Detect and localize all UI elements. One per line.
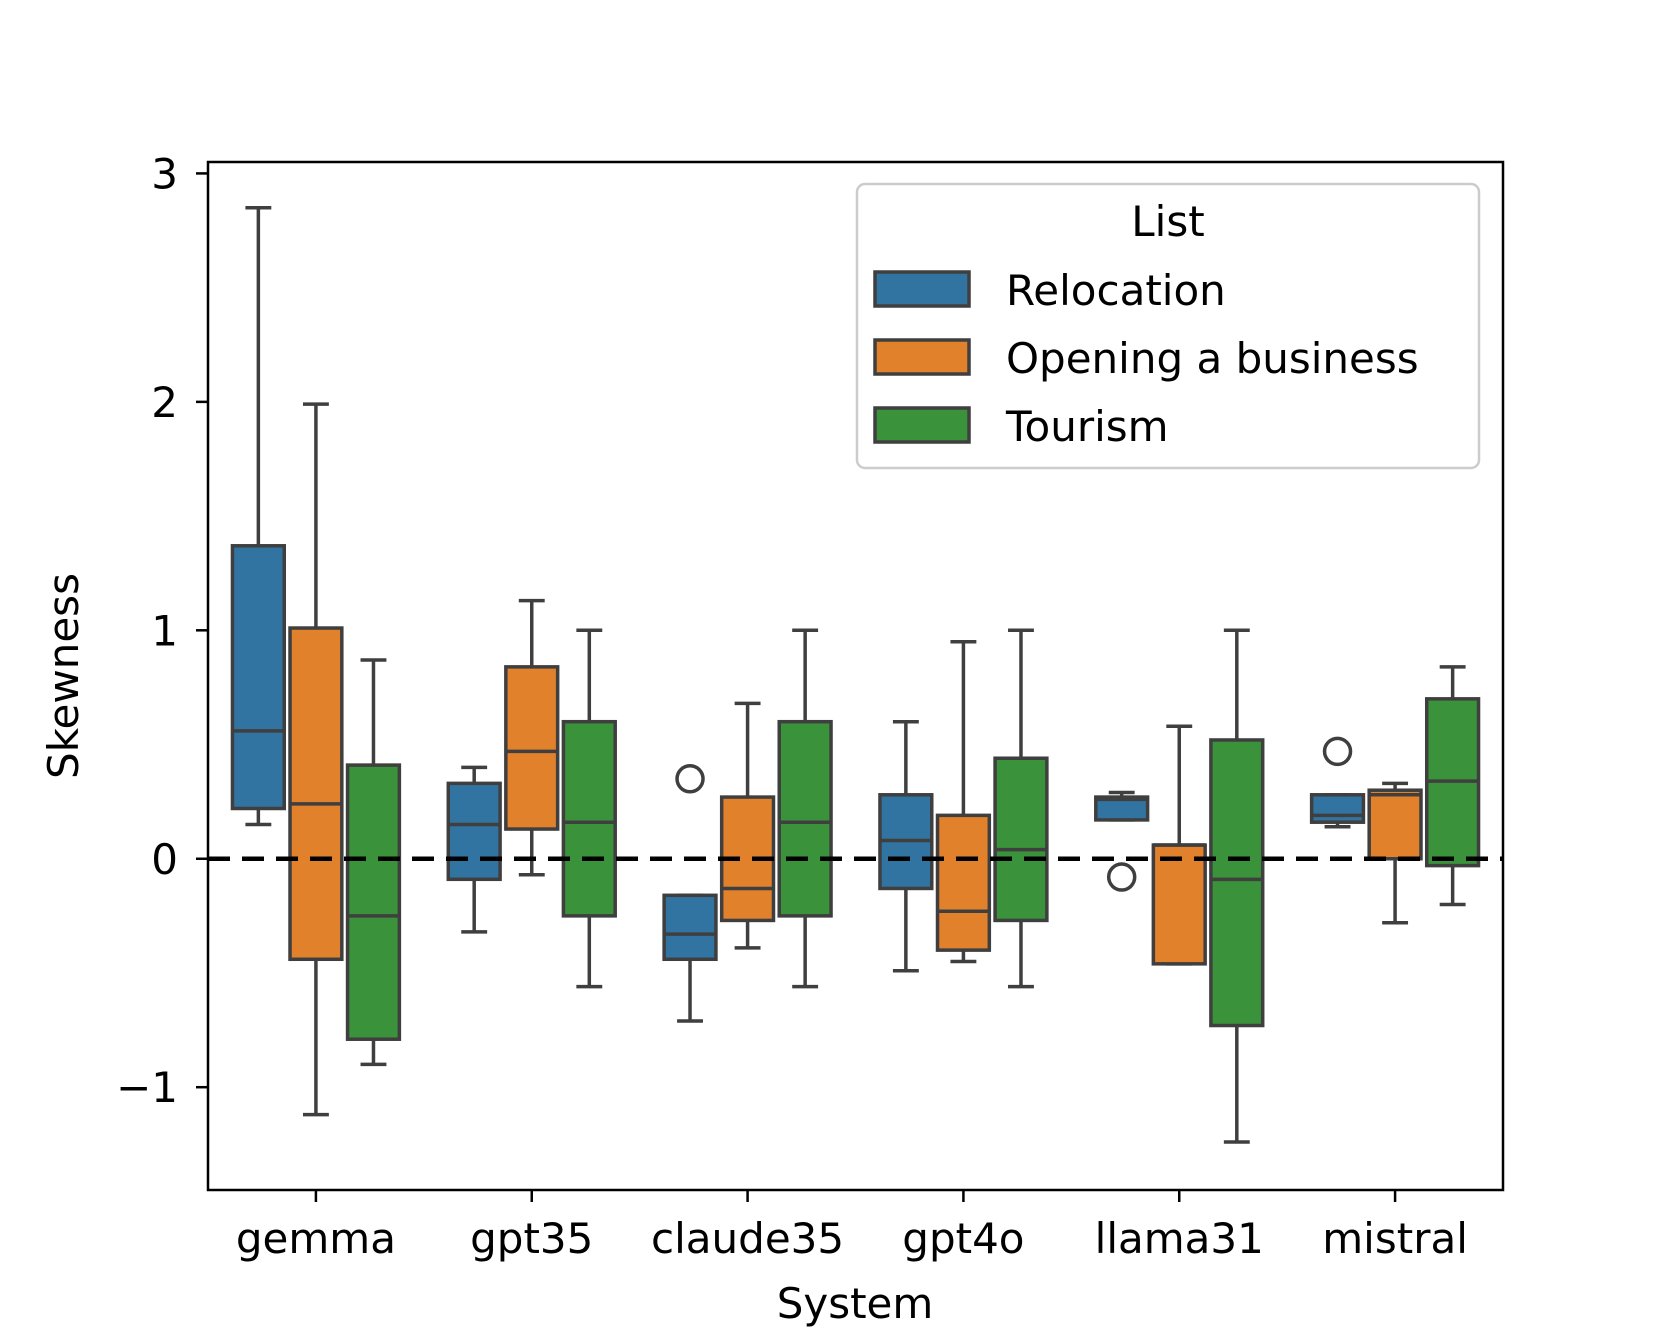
box-claude35-relocation bbox=[662, 764, 718, 1023]
legend-entry-label: Relocation bbox=[1006, 266, 1226, 315]
box-gpt4o-opening-a-business bbox=[935, 639, 992, 964]
box-claude35-opening-a-business bbox=[719, 701, 776, 950]
iqr-box bbox=[993, 756, 1049, 923]
legend-frame bbox=[855, 182, 1481, 470]
iqr-box bbox=[446, 781, 502, 882]
box-gemma-tourism bbox=[345, 658, 402, 1067]
iqr-box bbox=[1151, 843, 1207, 966]
legend-entry-label: Tourism bbox=[1005, 402, 1169, 451]
box-gpt35-tourism bbox=[561, 628, 617, 989]
iqr-box bbox=[288, 626, 344, 962]
x-tick-label: gpt4o bbox=[902, 1214, 1024, 1263]
box-llama31-tourism bbox=[1209, 628, 1265, 1144]
x-tick-label: claude35 bbox=[651, 1214, 844, 1263]
iqr-box bbox=[1209, 738, 1265, 1028]
box-gemma-opening-a-business bbox=[288, 402, 344, 1117]
legend: List Relocation Opening a business Tourism bbox=[855, 182, 1481, 470]
iqr-box bbox=[1309, 793, 1366, 824]
x-tick-label: llama31 bbox=[1095, 1214, 1264, 1263]
iqr-box bbox=[504, 665, 560, 831]
x-tick-label: gemma bbox=[236, 1214, 396, 1263]
legend-entry-label: Opening a business bbox=[1006, 334, 1419, 383]
box-mistral-tourism bbox=[1424, 665, 1481, 907]
iqr-box bbox=[345, 763, 402, 1041]
y-tick-label: 3 bbox=[151, 149, 178, 198]
box-gpt35-opening-a-business bbox=[504, 598, 560, 877]
box-gemma-relocation bbox=[230, 205, 287, 827]
legend-swatch bbox=[873, 406, 971, 444]
box-mistral-relocation bbox=[1309, 736, 1366, 829]
legend-title: List bbox=[1131, 197, 1204, 246]
y-tick-label: −1 bbox=[116, 1063, 178, 1112]
x-tick-label: gpt35 bbox=[470, 1214, 593, 1263]
x-axis: gemma gpt35 claude35 gpt4o llama31 mistral bbox=[236, 1190, 1468, 1263]
box-claude35-tourism bbox=[777, 628, 833, 989]
y-axis-label: Skewness bbox=[39, 573, 88, 779]
y-tick-label: 0 bbox=[151, 835, 178, 884]
x-axis-label: System bbox=[777, 1279, 934, 1328]
iqr-box bbox=[1367, 788, 1423, 861]
box-mistral-opening-a-business bbox=[1367, 781, 1423, 925]
y-axis: −1 0 1 2 3 bbox=[116, 149, 208, 1112]
box-llama31-opening-a-business bbox=[1151, 724, 1207, 966]
y-tick-label: 2 bbox=[151, 378, 178, 427]
iqr-box bbox=[662, 893, 718, 962]
outlier-point bbox=[1322, 736, 1353, 767]
box-gpt4o-relocation bbox=[878, 719, 934, 973]
y-tick-label: 1 bbox=[151, 606, 178, 655]
box-gpt4o-tourism bbox=[993, 628, 1049, 989]
iqr-box bbox=[777, 719, 833, 918]
outlier-point bbox=[1106, 862, 1137, 892]
iqr-box bbox=[230, 544, 287, 811]
box-llama31-relocation bbox=[1094, 790, 1150, 892]
x-tick-label: mistral bbox=[1322, 1214, 1468, 1263]
iqr-box bbox=[561, 719, 617, 918]
axes-frame bbox=[206, 160, 1505, 1192]
legend-swatch bbox=[873, 338, 971, 376]
legend-swatch bbox=[873, 270, 971, 308]
iqr-box bbox=[935, 813, 992, 952]
box-gpt35-relocation bbox=[446, 765, 502, 934]
iqr-box bbox=[1094, 795, 1150, 822]
plot-area bbox=[208, 205, 1503, 1144]
outlier-point bbox=[675, 764, 705, 794]
